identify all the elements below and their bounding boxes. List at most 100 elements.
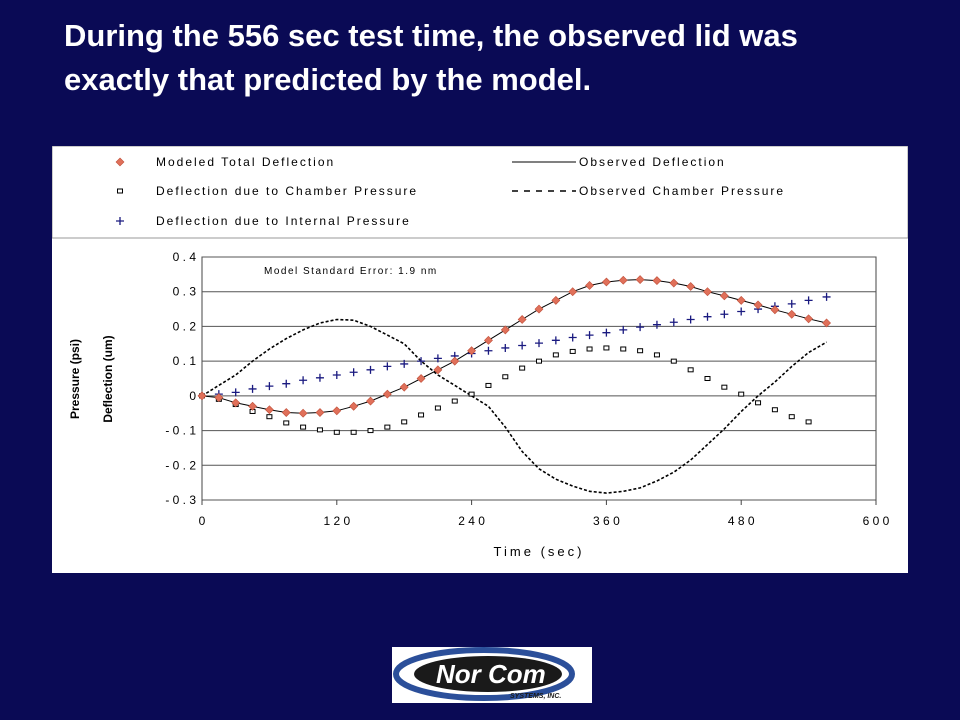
internal-deflection-point [417, 357, 426, 366]
internal-deflection-point [518, 341, 527, 350]
deflection-chart: Modeled Total Deflection Deflection due t… [52, 146, 908, 559]
modeled-point [804, 314, 814, 324]
chamber-deflection-point [333, 429, 340, 435]
chamber-deflection-point [788, 414, 795, 420]
modeled-point [736, 295, 746, 305]
internal-deflection-point [282, 379, 291, 388]
modeled-point [467, 346, 477, 356]
modeled-point [197, 391, 207, 401]
internal-deflection-point [568, 333, 577, 342]
modeled-point [551, 295, 561, 305]
y-tick-label: 0 . 4 [173, 250, 197, 264]
legend-label: Deflection due to Internal Pressure [156, 214, 411, 228]
chamber-deflection-point [755, 400, 762, 406]
modeled-point [214, 393, 224, 403]
y-tick-label: 0 . 2 [173, 319, 197, 333]
internal-deflection-point [116, 217, 124, 225]
legend-box [52, 146, 908, 239]
modeled-point [500, 325, 510, 335]
internal-deflection-point [636, 323, 645, 332]
chamber-deflection-point [569, 348, 576, 354]
legend-label: Deflection due to Chamber Pressure [156, 184, 418, 198]
chamber-deflection-point [721, 384, 728, 390]
model-error-annotation: Model Standard Error: 1.9 nm [264, 266, 438, 277]
chamber-deflection-point [603, 345, 610, 351]
slide-title-line-1: During the 556 sec test time, the observ… [64, 18, 798, 53]
x-tick-label: 3 6 0 [593, 514, 620, 528]
x-tick-label: 4 8 0 [728, 514, 755, 528]
slide-title: During the 556 sec test time, the observ… [64, 14, 954, 102]
chamber-deflection-point [283, 420, 290, 426]
modeled-point [703, 287, 712, 297]
modeled-point [281, 408, 291, 417]
internal-deflection-point [501, 343, 510, 352]
chamber-deflection-point [451, 398, 458, 404]
chamber-deflection-point [468, 391, 475, 397]
modeled-point [399, 382, 409, 392]
internal-deflection-point [619, 325, 628, 334]
internal-deflection-point [703, 312, 712, 321]
modeled-point [298, 408, 308, 418]
modeled-point [601, 277, 611, 287]
chamber-deflection-point [620, 346, 627, 352]
internal-deflection-point [669, 318, 678, 327]
modeled-point [635, 275, 645, 284]
modeled-point [568, 287, 578, 297]
chamber-deflection-point [316, 427, 323, 433]
chamber-deflection-point [586, 346, 593, 352]
internal-deflection-point [315, 373, 324, 382]
legend-entry: Deflection due to Internal Pressure [116, 214, 411, 228]
chamber-deflection-point [552, 352, 559, 358]
modeled-point [416, 374, 426, 383]
y-tick-label: - 0 . 3 [165, 493, 196, 507]
norcom-logo: Nor Com SYSTEMS, INC. [392, 647, 592, 703]
x-tick-label: 1 2 0 [323, 514, 350, 528]
internal-deflection-point [822, 292, 831, 301]
modeled-point [686, 282, 696, 291]
chamber-deflection-point [519, 365, 526, 371]
internal-deflection-point [400, 359, 409, 368]
chamber-deflection-point [738, 391, 745, 397]
x-axis-label: Time (sec) [494, 544, 585, 559]
x-tick-label: 6 0 0 [863, 514, 890, 528]
plot-area [201, 256, 877, 501]
norcom-logo-graphic: Nor Com SYSTEMS, INC. [393, 647, 575, 701]
internal-deflection-point [433, 354, 442, 363]
chamber-deflection-point [536, 358, 542, 364]
logo-outer-swoosh [393, 647, 575, 701]
internal-deflection-point [265, 382, 274, 391]
internal-deflection-point [737, 307, 746, 316]
internal-deflection-point [383, 362, 392, 371]
internal-deflection-point [585, 331, 594, 340]
y-axis-label-outer: Pressure (psi) [68, 339, 82, 419]
logo-name-right: Com [488, 659, 546, 689]
modeled-point [264, 405, 274, 415]
chamber-deflection-point [401, 419, 408, 425]
chamber-deflection-point [687, 367, 694, 373]
modeled-point [822, 318, 831, 328]
modeled-point [349, 401, 359, 411]
legend-label: Observed Deflection [579, 155, 726, 169]
legend-entry: Observed Deflection [512, 155, 726, 169]
ticks: 0 . 4 0 . 3 0 . 2 0 . 1 0 - 0 . 1 - 0 . 2 - 0 .… [165, 250, 889, 528]
legend-entry: Deflection due to Chamber Pressure [117, 184, 418, 198]
modeled-point [787, 309, 797, 319]
modeled-point [652, 276, 662, 286]
chamber-deflection-point [266, 414, 273, 420]
internal-deflection-point [720, 310, 729, 319]
series-deflection-due-to-internal-pressure [198, 292, 831, 400]
modeled-point [753, 300, 763, 310]
internal-deflection-point [332, 371, 341, 380]
x-tick-label: 0 [199, 514, 206, 528]
modeled-point [315, 408, 325, 417]
chamber-deflection-point [502, 374, 509, 380]
y-axis-label-inner: Deflection (um) [101, 335, 115, 422]
internal-deflection-point [248, 384, 257, 393]
chamber-deflection-point [771, 407, 778, 413]
legend: Modeled Total Deflection Deflection due t… [115, 155, 783, 228]
modeled-point [719, 291, 729, 301]
y-tick-label: 0 . 1 [173, 354, 197, 368]
chamber-deflection-point [485, 382, 492, 388]
legend-entry: Modeled Total Deflection [115, 155, 333, 169]
internal-deflection-point [551, 336, 560, 345]
